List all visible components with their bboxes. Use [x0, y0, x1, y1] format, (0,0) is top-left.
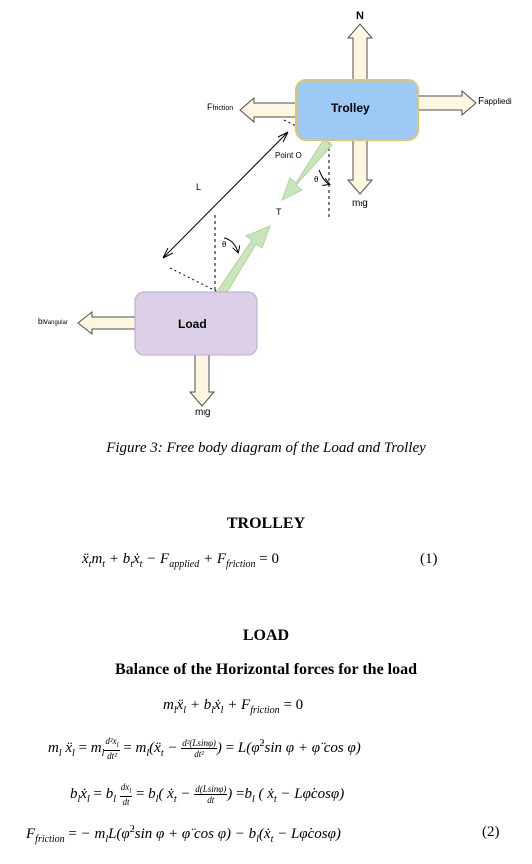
tension-label: T — [276, 207, 282, 217]
equation-2: Ffriction = − mlL(φ̇2sin φ + φ̈ cos φ) −… — [26, 824, 341, 845]
applied-force-arrow — [417, 89, 477, 117]
trolley-box — [295, 79, 419, 141]
dashed-diagonal-load — [169, 267, 219, 293]
theta-label-trolley: θ — [314, 175, 319, 184]
equation-1-number: (1) — [420, 551, 438, 567]
load-heading: LOAD — [242, 627, 290, 644]
load-box — [134, 291, 258, 356]
trolley-label: Trolley — [331, 101, 370, 115]
trolley-weight-arrow — [346, 139, 374, 195]
point-o-label: Point O — [275, 151, 302, 160]
theta-arc-trolley — [318, 169, 329, 184]
theta-label-load: θ — [222, 240, 227, 249]
load-label: Load — [178, 317, 207, 331]
normal-force-label: N — [356, 10, 364, 22]
equation-1: ẍtmt + btẋt − Fapplied + Ffriction = 0 — [82, 551, 279, 570]
tension-arrow-trolley — [281, 138, 333, 202]
free-body-diagram — [77, 23, 477, 407]
friction-force-arrow — [239, 96, 297, 124]
equation-load-balance: mlẍl + blẋl + Ffriction = 0 — [163, 697, 304, 716]
normal-force-arrow — [346, 23, 374, 81]
friction-force-label: Ffriction — [207, 102, 234, 112]
length-label: L — [196, 182, 202, 192]
tension-arrow-load — [217, 225, 271, 295]
damping-force-label: blvangular — [38, 317, 68, 326]
length-dimension-line — [162, 131, 289, 259]
trolley-weight-label: mtg — [352, 198, 368, 209]
equation-load-acceleration: ml ẍl = ml d²xl dt² = ml(ẍt − d²(Lsinφ) dt²… — [48, 736, 361, 761]
applied-force-label: Fappliedi — [478, 96, 512, 107]
equation-2-number: (2) — [482, 824, 500, 840]
load-weight-arrow — [188, 354, 216, 407]
figure-caption: Figure 3: Free body diagram of the Load … — [106, 440, 426, 456]
trolley-heading: TROLLEY — [226, 515, 306, 532]
load-weight-label: mlg — [195, 407, 211, 418]
equation-load-velocity: blẋl = bl dxl dt = bl( ẋt − d(Lsinφ) dt) =… — [70, 782, 345, 807]
theta-arc-load — [223, 237, 238, 252]
damping-force-arrow — [77, 310, 136, 336]
balance-heading: Balance of the Horizontal forces for the… — [114, 661, 418, 678]
